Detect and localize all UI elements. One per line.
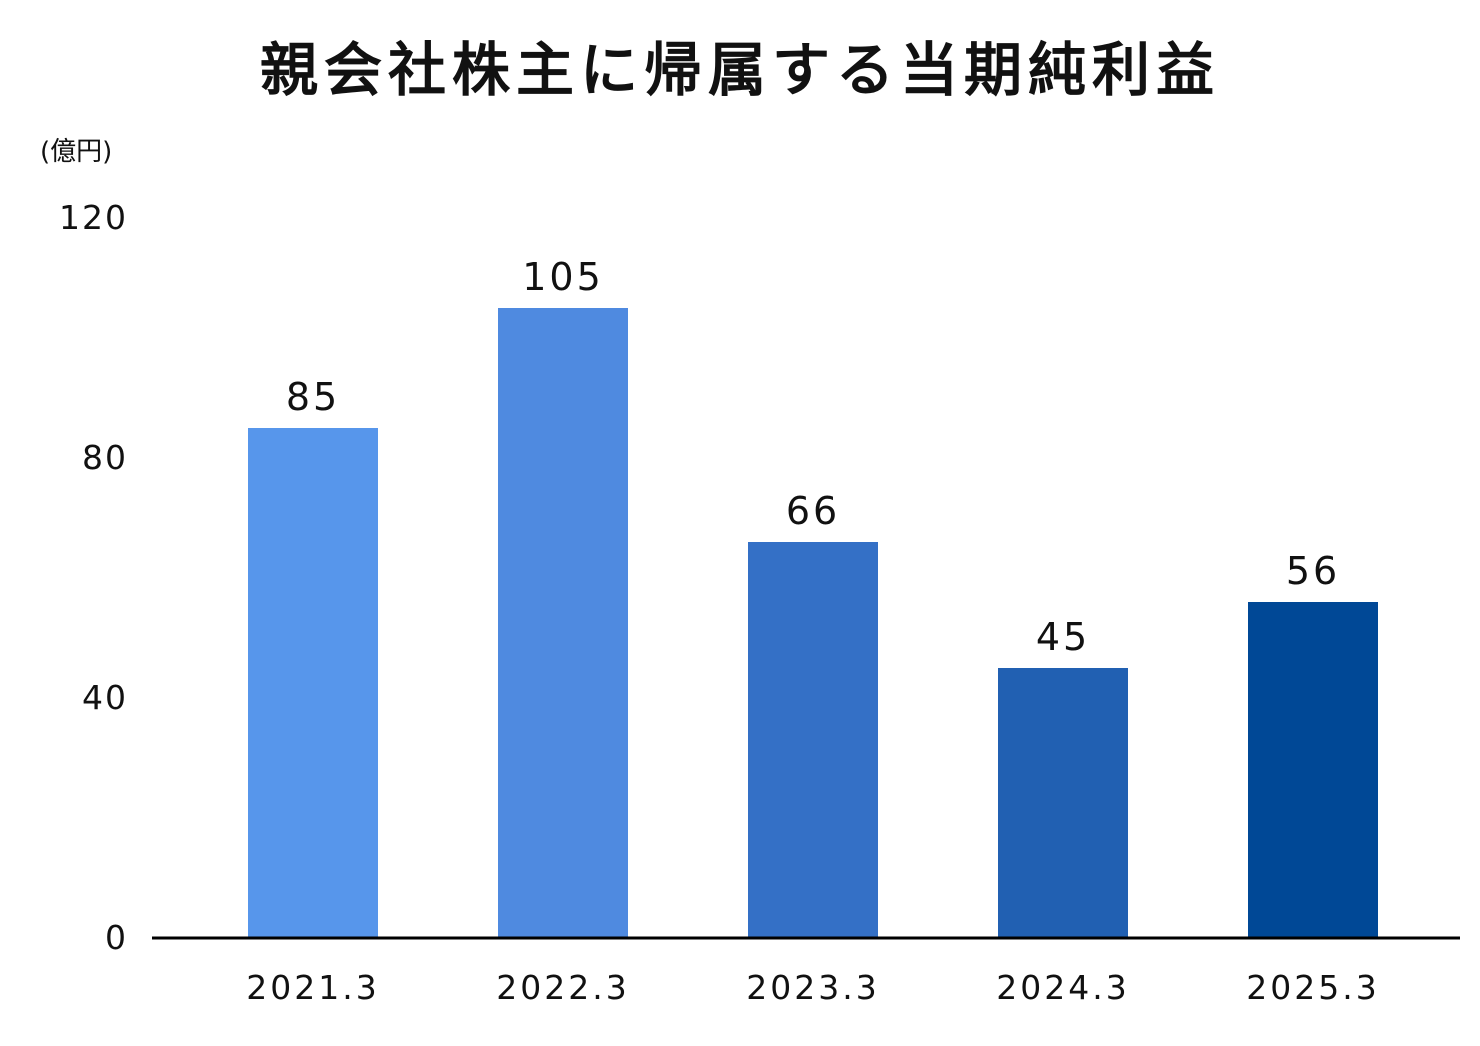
x-tick-label: 2023.3 <box>746 968 879 1007</box>
chart-title: 親会社株主に帰属する当期純利益 <box>259 36 1220 104</box>
x-axis-ticks: 2021.3 2022.3 2023.3 2024.3 2025.3 <box>246 968 1379 1007</box>
y-axis-ticks: 0 40 80 120 <box>59 198 128 957</box>
data-label: 56 <box>1286 549 1340 593</box>
y-tick-label: 0 <box>105 918 128 957</box>
data-labels: 85 105 66 45 56 <box>286 255 1340 659</box>
data-label: 66 <box>786 489 840 533</box>
x-tick-label: 2021.3 <box>246 968 379 1007</box>
x-tick-label: 2022.3 <box>496 968 629 1007</box>
bars <box>248 308 1378 938</box>
y-tick-label: 120 <box>59 198 128 237</box>
bar <box>748 542 878 938</box>
bar <box>1248 602 1378 938</box>
data-label: 85 <box>286 375 340 419</box>
bar <box>248 428 378 938</box>
data-label: 45 <box>1036 615 1090 659</box>
data-label: 105 <box>522 255 604 299</box>
y-tick-label: 40 <box>82 678 128 717</box>
bar <box>498 308 628 938</box>
bar <box>998 668 1128 938</box>
y-axis-unit-label: (億円) <box>40 137 113 167</box>
x-tick-label: 2024.3 <box>996 968 1129 1007</box>
y-tick-label: 80 <box>82 438 128 477</box>
x-tick-label: 2025.3 <box>1246 968 1379 1007</box>
